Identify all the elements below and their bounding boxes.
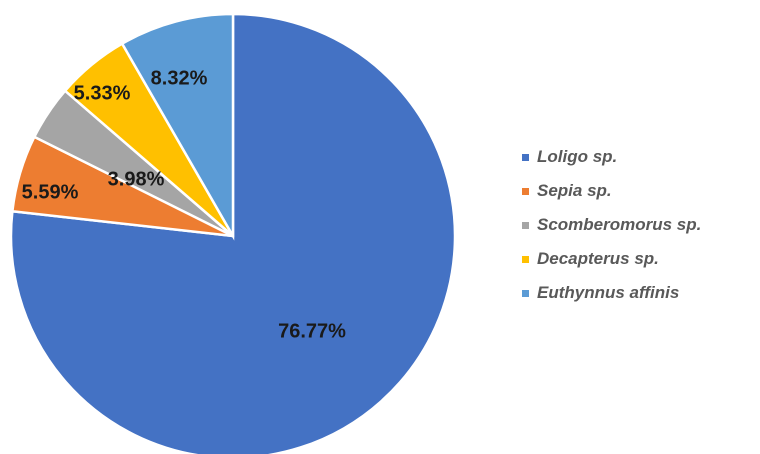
data-label: 5.59%: [22, 181, 79, 203]
pie-slice-euthynnus-affinis: [120, 12, 235, 241]
legend-label: Decapterus sp.: [537, 249, 659, 268]
legend-label: Euthynnus affinis: [537, 283, 680, 302]
chart-legend: Loligo sp. Sepia sp. Scomberomorus sp. Deca…: [522, 140, 757, 310]
data-label: 5.33%: [74, 82, 131, 104]
legend-label: Loligo sp.: [537, 147, 618, 166]
pie-slice-loligo-sp: [9, 12, 457, 454]
legend-item: Loligo sp.: [522, 140, 757, 174]
pie-slices: [9, 12, 457, 454]
legend-item: Decapterus sp.: [522, 242, 757, 276]
legend-swatch: [522, 187, 529, 195]
legend-label: Scomberomorus sp.: [537, 215, 702, 234]
legend-swatch: [522, 153, 529, 161]
legend-item: Euthynnus affinis: [522, 276, 757, 310]
data-label: 8.32%: [151, 67, 208, 89]
data-label: 3.98%: [108, 168, 165, 190]
legend-swatch: [522, 255, 529, 263]
data-label: 76.77%: [278, 320, 346, 342]
legend-label: Sepia sp.: [537, 181, 612, 200]
legend-swatch: [522, 221, 529, 229]
legend-swatch: [522, 289, 529, 297]
legend-item: Sepia sp.: [522, 174, 757, 208]
legend-item: Scomberomorus sp.: [522, 208, 757, 242]
pie-data-labels: 76.77% 5.59% 3.98% 5.33% 8.32%: [22, 67, 346, 342]
